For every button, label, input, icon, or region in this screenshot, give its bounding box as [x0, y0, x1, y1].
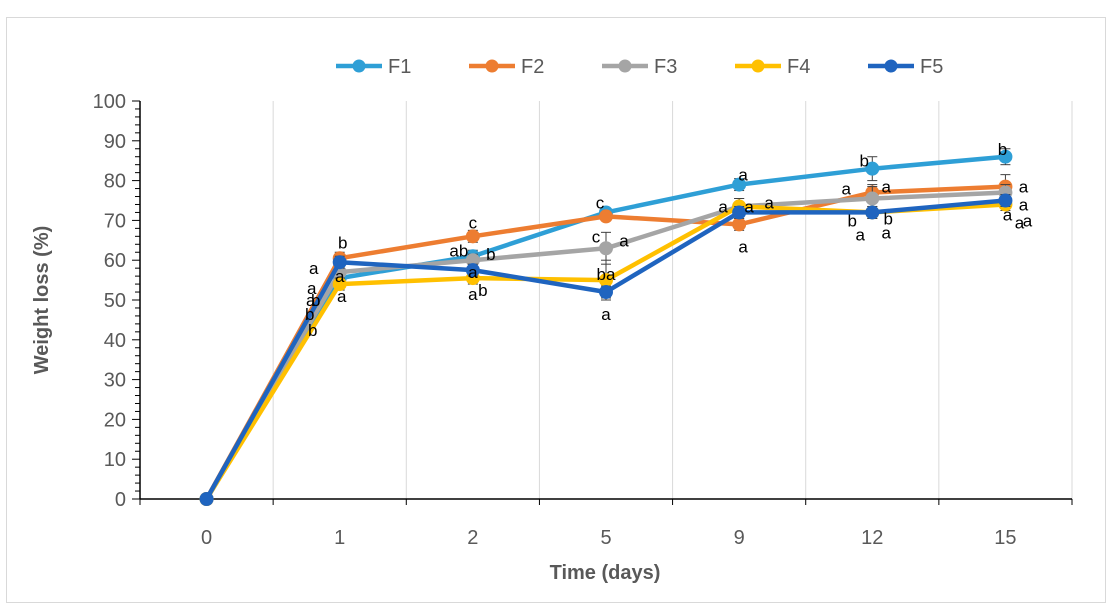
legend-marker — [353, 60, 366, 73]
data-point — [733, 218, 746, 231]
y-tick-label: 20 — [104, 409, 126, 431]
y-tick-label: 40 — [104, 330, 126, 352]
annotation-label: a — [1003, 205, 1013, 224]
legend-marker — [752, 60, 765, 73]
annotation-label: c — [596, 193, 605, 212]
annotation-label: a — [468, 285, 478, 304]
annotation-label: a — [1023, 211, 1033, 230]
annotation-label: a — [601, 305, 611, 324]
annotation-label: a — [738, 237, 748, 256]
legend-marker — [486, 60, 499, 73]
series-f1 — [200, 149, 1012, 506]
y-tick-label: 60 — [104, 250, 126, 272]
y-tick-labels: 0 10 20 30 40 50 60 70 80 90 100 — [93, 91, 126, 511]
x-axis-title: Time (days) — [550, 562, 661, 584]
annotation-label: a — [337, 287, 347, 306]
legend-label: F5 — [920, 56, 943, 78]
legend-item-f2: F2 — [469, 56, 544, 78]
data-point — [866, 206, 879, 219]
annotation-label: a — [309, 259, 319, 278]
data-point — [600, 242, 613, 255]
annotation-label: a — [468, 263, 478, 282]
x-tick-label: 15 — [994, 527, 1016, 549]
annotation-label: b — [860, 152, 869, 171]
x-tick-label: 12 — [861, 527, 883, 549]
y-tick-label: 10 — [104, 449, 126, 471]
data-point — [200, 493, 213, 506]
annotation-label: ab — [449, 241, 468, 260]
y-tick-label: 50 — [104, 290, 126, 312]
x-tick-label: 0 — [201, 527, 212, 549]
y-tick-label: 100 — [93, 91, 126, 113]
annotation-label: b — [998, 140, 1007, 159]
legend-item-f5: F5 — [868, 56, 943, 78]
y-tick-label: 90 — [104, 131, 126, 153]
legend-label: F1 — [388, 56, 411, 78]
y-tick-label: 80 — [104, 171, 126, 193]
annotation-label: a — [718, 197, 728, 216]
annotation-label: b — [486, 245, 495, 264]
legend-label: F3 — [654, 56, 677, 78]
annotation-label: a — [744, 197, 754, 216]
y-tick-label: 0 — [115, 489, 126, 511]
legend-label: F2 — [521, 56, 544, 78]
annotation-label: ba — [597, 265, 616, 284]
data-point — [600, 286, 613, 299]
annotation-label: a — [842, 180, 852, 199]
annotation-label: b — [308, 321, 317, 340]
annotation-label: a — [882, 223, 892, 242]
legend-label: F4 — [787, 56, 810, 78]
x-tick-label: 1 — [334, 527, 345, 549]
annotation-label: a — [882, 178, 892, 197]
annotation-label: a — [764, 193, 774, 212]
annotation-label: c — [469, 213, 478, 232]
annotation-label: a — [335, 267, 345, 286]
annotation-label: b — [478, 281, 487, 300]
legend: F1 F2 F3 F4 F5 — [336, 56, 943, 78]
data-point — [866, 192, 879, 205]
x-tick-label: 9 — [734, 527, 745, 549]
x-tick-label: 5 — [600, 527, 611, 549]
legend-item-f3: F3 — [602, 56, 677, 78]
annotation-label: c — [592, 227, 601, 246]
annotation-label: a — [1019, 178, 1029, 197]
x-tick-label: 2 — [467, 527, 478, 549]
annotation-label: a — [856, 225, 866, 244]
annotation-label: a — [619, 231, 629, 250]
y-tick-label: 70 — [104, 210, 126, 232]
legend-item-f1: F1 — [336, 56, 411, 78]
annotation-label: a — [738, 166, 748, 185]
legend-item-f4: F4 — [735, 56, 810, 78]
y-axis-title: Weight loss (%) — [31, 226, 53, 375]
legend-marker — [885, 60, 898, 73]
annotation-label: b — [338, 233, 347, 252]
legend-marker — [619, 60, 632, 73]
x-tick-labels: 0 1 2 5 9 12 15 — [201, 527, 1017, 549]
series-lines — [200, 149, 1012, 506]
y-tick-label: 30 — [104, 370, 126, 392]
